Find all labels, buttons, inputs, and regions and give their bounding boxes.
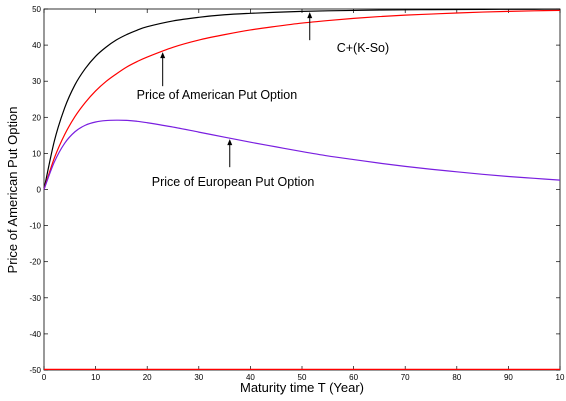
annotation-arrowhead: [307, 12, 313, 19]
series-line-european-put: [43, 119, 561, 190]
y-tick-label: -30: [29, 294, 41, 303]
x-tick-label: 0: [42, 373, 47, 382]
annotation-label: C+(K-So): [337, 41, 389, 55]
y-tick-label: -20: [29, 258, 41, 267]
x-tick-label: 50: [298, 373, 307, 382]
y-tick-label: 50: [32, 5, 41, 14]
x-tick-label: 70: [401, 373, 410, 382]
series-line-call-plus: [43, 8, 561, 190]
y-axis: -50 -40 -30 -20 -10 0 10 20 30 40 50: [29, 5, 560, 375]
annotation-label: Price of European Put Option: [152, 175, 315, 189]
y-axis-label: Price of American Put Option: [5, 107, 20, 274]
x-tick-label: 20: [143, 373, 152, 382]
y-tick-label: 10: [32, 149, 41, 158]
y-tick-label: -10: [29, 222, 41, 231]
y-tick-label: 40: [32, 41, 41, 50]
y-tick-label: 30: [32, 77, 41, 86]
x-tick-label: 80: [452, 373, 461, 382]
x-tick-label: 30: [194, 373, 203, 382]
series-line-american-put: [43, 9, 561, 190]
x-tick-label: 10: [556, 373, 565, 382]
y-tick-label: 0: [37, 186, 42, 195]
annotation-arrowhead: [160, 52, 166, 59]
y-tick-label: 20: [32, 113, 41, 122]
x-tick-label: 10: [91, 373, 100, 382]
y-tick-label: -50: [29, 366, 41, 375]
plot-area: [43, 8, 561, 371]
x-tick-label: 90: [504, 373, 513, 382]
annotation-label: Price of American Put Option: [137, 88, 298, 102]
x-tick-label: 60: [349, 373, 358, 382]
series-lines: [43, 8, 561, 190]
x-tick-label: 40: [246, 373, 255, 382]
annotation-arrowhead: [227, 139, 233, 146]
annotations: C+(K-So) Price of American Put Option Pric…: [137, 12, 389, 189]
x-axis-label: Maturity time T (Year): [240, 380, 364, 395]
x-axis: 0 10 20 30 40 50 60 70 80 90 10: [42, 9, 565, 382]
y-tick-label: -40: [29, 330, 41, 339]
